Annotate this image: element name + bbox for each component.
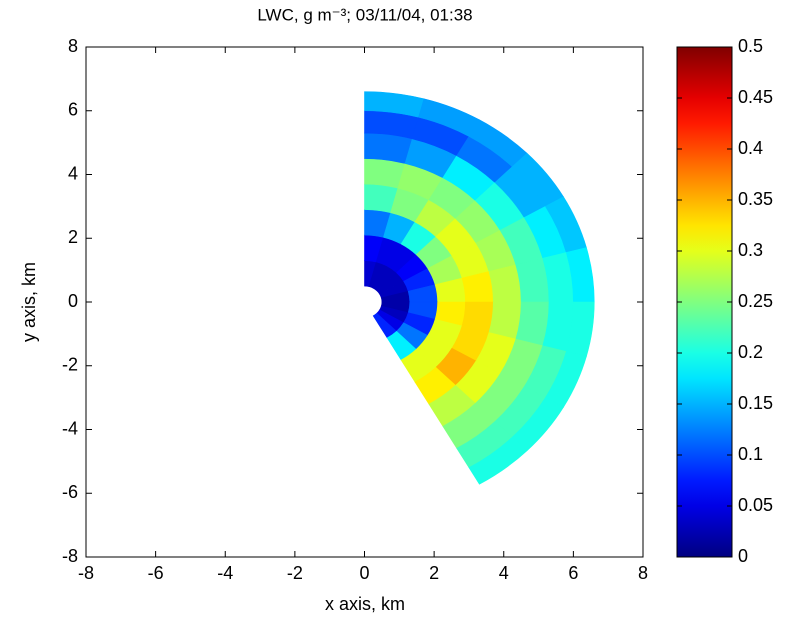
heatmap-cell xyxy=(488,264,522,303)
colorbar-tick-label: 0.3 xyxy=(738,240,763,260)
y-axis-label: y axis, km xyxy=(19,262,39,342)
y-tick-label: -4 xyxy=(62,418,78,438)
heatmap-cell xyxy=(515,257,550,303)
colorbar-tick-label: 0.1 xyxy=(738,444,763,464)
x-tick-label: 0 xyxy=(359,563,369,583)
x-tick-label: -2 xyxy=(287,563,303,583)
colorbar-tick-label: 0.25 xyxy=(738,291,773,311)
y-tick-label: 4 xyxy=(68,163,78,183)
y-tick-label: 2 xyxy=(68,227,78,247)
x-axis-label: x axis, km xyxy=(325,594,405,614)
heatmap-cell xyxy=(468,436,528,485)
heatmap-cell xyxy=(364,132,413,164)
x-tick-label: 6 xyxy=(568,563,578,583)
x-tick-label: -8 xyxy=(78,563,94,583)
y-tick-label: 0 xyxy=(68,291,78,311)
colorbar xyxy=(676,46,733,558)
colorbar-tick-label: 0.2 xyxy=(738,342,763,362)
y-tick-label: -8 xyxy=(62,546,78,566)
colorbar-tick-label: 0.15 xyxy=(738,393,773,413)
y-tick-label: 6 xyxy=(68,100,78,120)
y-tick-label: -6 xyxy=(62,482,78,502)
chart-title: LWC, g m⁻³; 03/11/04, 01:38 xyxy=(257,5,472,24)
colorbar-tick-label: 0.4 xyxy=(738,138,763,158)
heatmap-cell xyxy=(515,301,550,347)
y-tick-label: -2 xyxy=(62,355,78,375)
colorbar-tick-label: 0.35 xyxy=(738,189,773,209)
colorbar-tick-label: 0.5 xyxy=(738,36,763,56)
x-tick-label: 4 xyxy=(499,563,509,583)
colorbar-tick-label: 0.45 xyxy=(738,87,773,107)
colorbar-tick-label: 0 xyxy=(738,546,748,566)
x-tick-label: -6 xyxy=(148,563,164,583)
x-tick-label: -4 xyxy=(217,563,233,583)
x-tick-label: 8 xyxy=(638,563,648,583)
x-tick-label: 2 xyxy=(429,563,439,583)
colorbar-tick-label: 0.05 xyxy=(738,495,773,515)
y-tick-label: 8 xyxy=(68,36,78,56)
